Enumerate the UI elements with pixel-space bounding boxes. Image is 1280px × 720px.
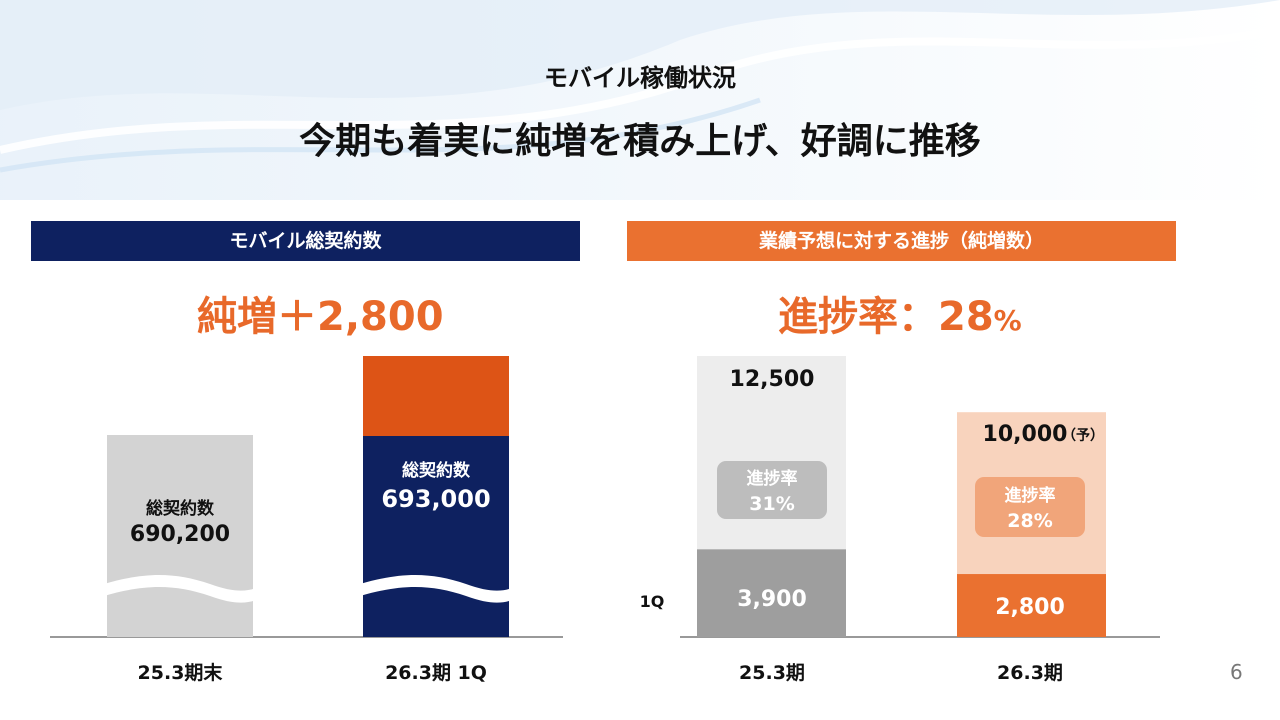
page-number: 6 bbox=[1230, 660, 1243, 684]
x-tick-25-3-end: 25.3期末 bbox=[138, 661, 224, 684]
actual-bar-26-3 bbox=[957, 574, 1106, 637]
progress-rate-unit: % bbox=[993, 304, 1022, 337]
net-increase-stat: 純増＋2,800 bbox=[197, 294, 444, 340]
progress-badge-title-25-3: 進捗率 bbox=[747, 468, 798, 489]
bar-value-25-3: 690,200 bbox=[130, 522, 230, 547]
actual-value-25-3: 3,900 bbox=[737, 587, 807, 612]
bar-label-25-3: 総契約数 bbox=[146, 498, 215, 519]
page-title: 今期も着実に純増を積み上げ、好調に推移 bbox=[299, 121, 981, 162]
target-value-25-3: 12,500 bbox=[730, 367, 815, 392]
right-panel-title: 業績予想に対する進捗（純増数） bbox=[627, 221, 1176, 261]
progress-badge-25-3 bbox=[717, 461, 827, 519]
series-label-1q: 1Q bbox=[640, 592, 665, 611]
actual-value-26-3: 2,800 bbox=[995, 595, 1065, 620]
bar-total-26-3-increase bbox=[363, 356, 509, 436]
progress-badge-value-25-3: 31% bbox=[749, 493, 794, 515]
x-tick-26-3-1q: 26.3期 1Q bbox=[385, 662, 487, 684]
left-chart: 総契約数 690,200 総契約数 693,000 25.3期末 26.3期 1… bbox=[50, 356, 563, 684]
target-forecast-suffix: （予） bbox=[1062, 428, 1104, 444]
right-chart: 進捗率 31% 進捗率 28% 12,500 10,000 （予） 3,900 … bbox=[640, 356, 1160, 684]
left-panel-title: モバイル総契約数 bbox=[31, 221, 580, 261]
bar-label-26-3-1q: 総契約数 bbox=[402, 460, 471, 481]
progress-badge-value-26-3: 28% bbox=[1007, 510, 1052, 532]
progress-badge-26-3 bbox=[975, 477, 1085, 537]
bar-total-25-3 bbox=[107, 435, 253, 637]
target-value-26-3: 10,000 bbox=[983, 422, 1068, 447]
bar-total-26-3-1q bbox=[363, 436, 509, 637]
actual-bar-25-3 bbox=[697, 549, 846, 637]
progress-badge-title-26-3: 進捗率 bbox=[1005, 485, 1056, 506]
axis-break-wave-2 bbox=[360, 575, 512, 603]
background-wave bbox=[0, 0, 1280, 200]
x-tick-26-3: 26.3期 bbox=[997, 662, 1063, 684]
axis-break-wave-1 bbox=[104, 575, 256, 603]
page-subtitle: モバイル稼働状況 bbox=[544, 64, 736, 92]
x-tick-25-3: 25.3期 bbox=[739, 662, 805, 684]
progress-rate-stat: 進捗率：28% bbox=[778, 284, 1022, 342]
progress-rate-value: 進捗率：28 bbox=[778, 294, 994, 340]
bar-value-26-3-1q: 693,000 bbox=[381, 485, 490, 513]
